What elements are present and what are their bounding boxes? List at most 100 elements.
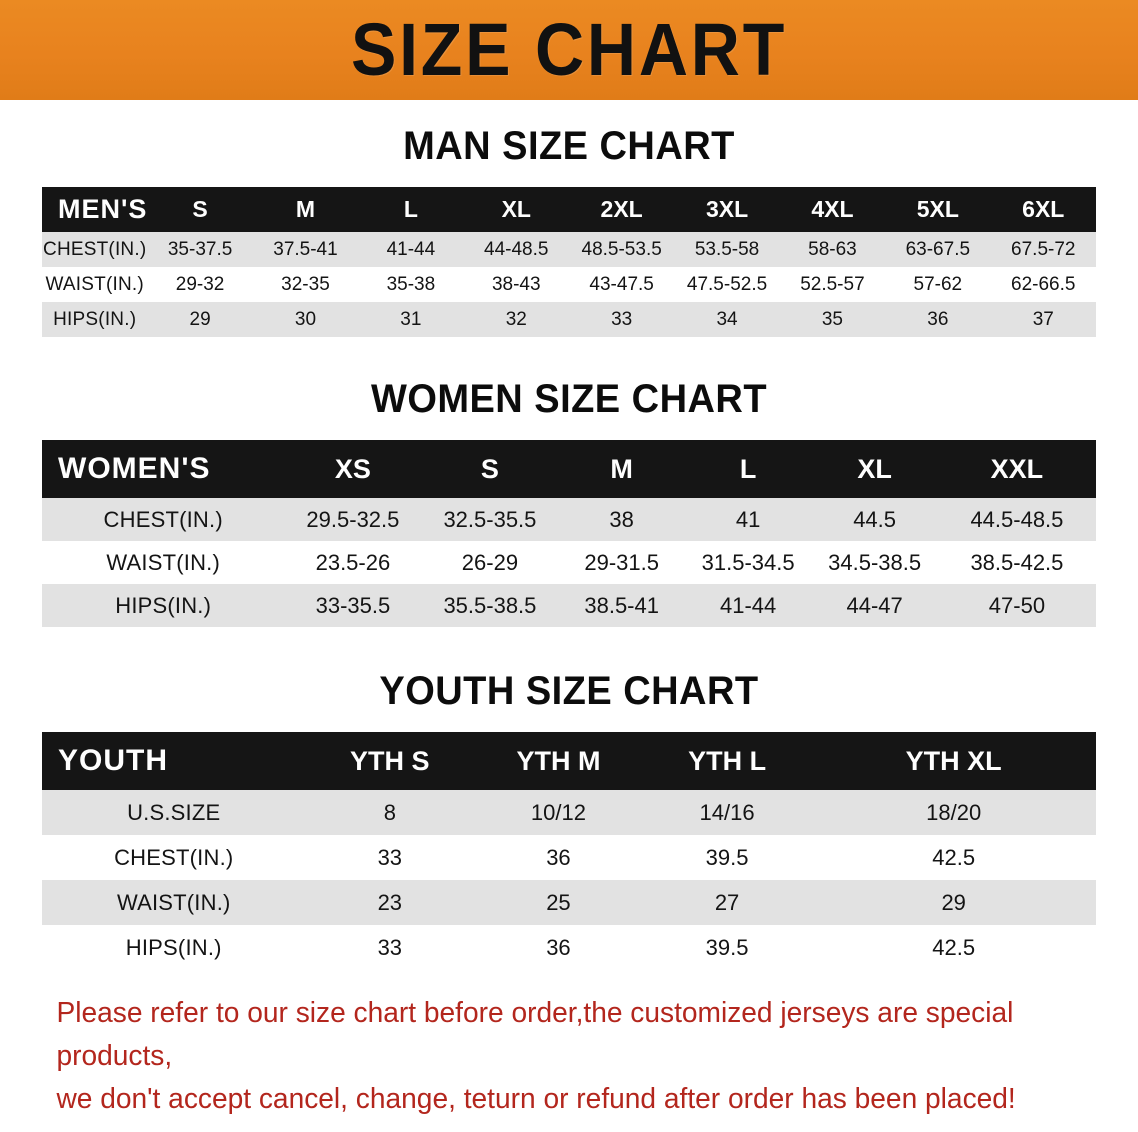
women-cell: 44.5	[853, 506, 897, 532]
women-cell: 32.5-35.5	[443, 506, 537, 532]
youth-cell: 27	[714, 889, 740, 915]
men-col-header: 5XL	[885, 187, 991, 232]
page-title: SIZE CHART	[350, 8, 788, 91]
men-table-head: MEN'S S M L XL 2XL 3XL 4XL 5XL 6XL	[42, 187, 1096, 232]
men-col-header: S	[147, 187, 253, 232]
women-table-head: WOMEN'S XS S M L XL XXL	[42, 440, 1096, 498]
women-table-wrap: WOMEN'S XS S M L XL XXL CHEST(IN.) 29.5-…	[42, 440, 1096, 627]
youth-row-label: HIPS(IN.)	[125, 934, 222, 960]
men-cell: 41-44	[386, 238, 436, 260]
men-cell: 34	[716, 308, 738, 330]
table-row: HIPS(IN.) 33-35.5 35.5-38.5 38.5-41 41-4…	[42, 584, 1096, 627]
youth-row-label: WAIST(IN.)	[116, 889, 231, 915]
table-row: U.S.SIZE 8 10/12 14/16 18/20	[42, 790, 1096, 835]
women-header-row: WOMEN'S XS S M L XL XXL	[42, 440, 1096, 498]
table-row: WAIST(IN.) 29-32 32-35 35-38 38-43 43-47…	[42, 267, 1096, 302]
men-col-header: 4XL	[779, 187, 886, 232]
men-cell: 37.5-41	[273, 238, 338, 260]
women-cell: 29-31.5	[584, 549, 659, 575]
women-cell: 47-50	[988, 592, 1046, 618]
youth-col-header: YTH M	[474, 732, 643, 790]
men-col-header: 2XL	[568, 187, 675, 232]
men-cell: 38-43	[491, 273, 541, 295]
men-cell: 53.5-58	[694, 238, 760, 260]
men-table-wrap: MEN'S S M L XL 2XL 3XL 4XL 5XL 6XL CHEST…	[42, 187, 1096, 337]
men-cell: 62-66.5	[1011, 273, 1076, 295]
women-col-header: L	[684, 440, 812, 498]
youth-size-table: YOUTH YTH S YTH M YTH L YTH XL U.S.SIZE …	[42, 732, 1096, 970]
youth-cell: 29	[941, 889, 966, 915]
youth-cell: 8	[383, 799, 396, 825]
women-cell: 41	[735, 506, 761, 532]
men-header-row: MEN'S S M L XL 2XL 3XL 4XL 5XL 6XL	[42, 187, 1096, 232]
youth-header-row: YOUTH YTH S YTH M YTH L YTH XL	[42, 732, 1096, 790]
youth-table-body: U.S.SIZE 8 10/12 14/16 18/20 CHEST(IN.) …	[42, 790, 1096, 970]
disclaimer-text: Please refer to our size chart before or…	[39, 992, 1067, 1121]
women-cell: 23.5-26	[315, 549, 391, 575]
youth-cell: 39.5	[705, 844, 749, 870]
table-row: CHEST(IN.) 29.5-32.5 32.5-35.5 38 41 44.…	[42, 498, 1096, 541]
men-cell: 35	[821, 308, 843, 330]
table-row: HIPS(IN.) 33 36 39.5 42.5	[42, 925, 1096, 970]
women-cell: 38.5-41	[584, 592, 659, 618]
youth-cell: 33	[377, 934, 403, 960]
men-col-header: M	[252, 187, 359, 232]
youth-cell: 39.5	[705, 934, 749, 960]
youth-col-header: YTH XL	[811, 732, 1096, 790]
men-cell: 47.5-52.5	[686, 273, 768, 295]
women-col-header: XL	[811, 440, 938, 498]
disclaimer-line-1: Please refer to our size chart before or…	[56, 997, 1014, 1072]
youth-table-head: YOUTH YTH S YTH M YTH L YTH XL	[42, 732, 1096, 790]
men-cell: 67.5-72	[1011, 238, 1076, 260]
men-cell: 36	[927, 308, 949, 330]
table-row: HIPS(IN.) 29 30 31 32 33 34 35 36 37	[42, 302, 1096, 337]
table-row: CHEST(IN.) 35-37.5 37.5-41 41-44 44-48.5…	[42, 232, 1096, 267]
men-cell: 52.5-57	[800, 273, 865, 295]
men-row-label: CHEST(IN.)	[43, 238, 147, 260]
women-col-header: M	[558, 440, 685, 498]
youth-cell: 25	[546, 889, 571, 915]
men-cell: 57-62	[913, 273, 963, 295]
youth-cell: 18/20	[926, 799, 982, 825]
men-cell: 32-35	[281, 273, 330, 295]
youth-col-header: YTH S	[305, 732, 475, 790]
men-table-body: CHEST(IN.) 35-37.5 37.5-41 41-44 44-48.5…	[42, 232, 1096, 337]
youth-cell: 14/16	[699, 799, 755, 825]
men-cell: 30	[294, 308, 317, 330]
table-row: WAIST(IN.) 23 25 27 29	[42, 880, 1096, 925]
men-cell: 58-63	[808, 238, 857, 260]
men-row-label: WAIST(IN.)	[45, 273, 144, 295]
men-col-header: 3XL	[674, 187, 780, 232]
men-col-header: L	[358, 187, 464, 232]
youth-cell: 36	[546, 844, 571, 870]
youth-cell: 36	[546, 934, 571, 960]
youth-cell: 23	[377, 889, 403, 915]
women-cell: 44-47	[846, 592, 903, 618]
women-cell: 26-29	[461, 549, 519, 575]
women-table-body: CHEST(IN.) 29.5-32.5 32.5-35.5 38 41 44.…	[42, 498, 1096, 627]
women-cell: 41-44	[720, 592, 777, 618]
men-cell: 35-38	[386, 273, 436, 295]
men-cell: 35-37.5	[167, 238, 233, 260]
men-cell: 48.5-53.5	[581, 238, 662, 260]
women-cell: 35.5-38.5	[443, 592, 537, 618]
men-size-table: MEN'S S M L XL 2XL 3XL 4XL 5XL 6XL CHEST…	[42, 187, 1096, 337]
women-cell: 33-35.5	[315, 592, 391, 618]
man-section-title: MAN SIZE CHART	[403, 124, 735, 168]
youth-row-label: CHEST(IN.)	[114, 844, 234, 870]
women-col-header: XXL	[937, 440, 1096, 498]
youth-col-header: YTH L	[642, 732, 812, 790]
youth-cell: 10/12	[530, 799, 586, 825]
women-col-header: S	[421, 440, 559, 498]
table-row: CHEST(IN.) 33 36 39.5 42.5	[42, 835, 1096, 880]
disclaimer-line-2: we don't accept cancel, change, teturn o…	[56, 1082, 1016, 1115]
youth-cell: 42.5	[932, 844, 976, 870]
women-row-label: HIPS(IN.)	[115, 592, 212, 618]
youth-cell: 33	[377, 844, 403, 870]
women-row-label: WAIST(IN.)	[106, 549, 221, 575]
men-cell: 31	[400, 308, 422, 330]
table-row: WAIST(IN.) 23.5-26 26-29 29-31.5 31.5-34…	[42, 541, 1096, 584]
youth-row-label: U.S.SIZE	[127, 799, 221, 825]
page-banner: SIZE CHART	[0, 0, 1138, 100]
